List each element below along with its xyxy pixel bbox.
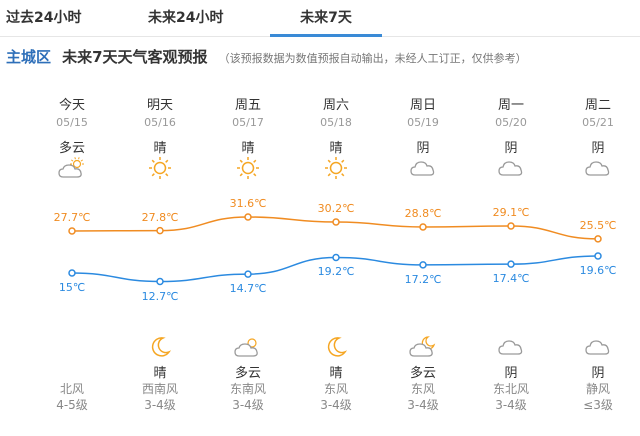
sun-icon [145,155,175,181]
tab-next-24h[interactable]: 未来24小时 [148,10,224,26]
night-weather-text: 多云 [409,366,436,381]
cloudy-icon [57,155,87,181]
low-temp-point [68,269,76,277]
wind-info: 东北风 3-4级 [471,381,551,413]
night-weather-text: 多云 [234,366,261,381]
day-weather-text: 多云 [58,141,85,156]
wind-direction: 东南风 [229,382,266,396]
low-temp-point [332,253,340,262]
moon-icon [145,334,175,360]
wind-level: 4-5级 [56,398,88,412]
high-temp-label: 30.2℃ [317,202,355,215]
low-temp-label: 12.7℃ [141,289,179,303]
high-temp-label: 28.8℃ [404,207,442,221]
wind-info: 北风 4-5级 [32,381,112,413]
day-name: 今天 [58,98,85,113]
day-name: 周日 [409,98,436,113]
day-weather-text: 晴 [153,141,167,156]
day-weather-text: 阴 [504,141,518,156]
wind-info: 东南风 3-4级 [208,381,288,413]
low-temp-point [507,260,515,268]
wind-direction: 东风 [410,382,435,396]
high-temp-label: 31.6℃ [229,196,267,210]
wind-level: 3-4级 [320,398,352,412]
day-date: 05/21 [582,116,614,129]
high-temp-point [594,235,602,243]
wind-direction: 东北风 [492,382,529,396]
day-date: 05/15 [56,116,88,129]
wind-level: 3-4级 [407,398,439,412]
tab-past-24h[interactable]: 过去24小时 [6,10,82,26]
high-temp-point [332,218,340,226]
night-weather-text: 晴 [329,366,343,381]
high-temp-point [419,223,427,231]
day-weather-text: 阴 [416,141,430,156]
day-name: 周六 [322,98,349,113]
night-weather-text: 阴 [504,366,518,381]
page-title: 未来7天天气客观预报 [62,48,208,66]
high-temp-point [244,213,252,221]
wind-level: 3-4级 [232,398,264,412]
cloud-sun-icon [233,334,263,360]
overcast-icon [583,334,613,360]
forecast-header: 主城区 未来7天天气客观预报 （该预报数据为数值预报自动输出，未经人工订正，仅供… [6,46,527,68]
night-weather-text: 晴 [153,366,167,381]
moon-icon [321,334,351,360]
day-name: 周五 [234,98,261,113]
high-temp-point [68,227,76,235]
wind-direction: 东风 [323,382,348,396]
low-temp-label: 17.2℃ [404,272,442,286]
low-temp-point [156,277,164,286]
overcast-icon [496,155,526,181]
day-weather-text: 晴 [241,141,255,156]
high-temp-point [507,222,515,230]
disclaimer-note: （该预报数据为数值预报自动输出，未经人工订正，仅供参考） [218,52,527,65]
day-weather-text: 晴 [329,141,343,156]
wind-level: 3-4级 [144,398,176,412]
low-temp-point [594,252,602,260]
wind-info: 静风 ≤3级 [558,381,638,413]
wind-info: 西南风 3-4级 [120,381,200,413]
overcast-icon [496,334,526,360]
low-temp-label: 14.7℃ [229,282,267,296]
low-temp-point [419,261,427,269]
sun-icon [321,155,351,181]
low-temp-point [244,270,252,278]
sun-icon [233,155,263,181]
day-weather-text: 阴 [591,141,605,156]
night-weather-text: 阴 [591,366,605,381]
day-name: 周一 [497,98,524,113]
low-temp-label: 19.2℃ [317,265,355,279]
high-temp-label: 29.1℃ [492,205,530,219]
wind-direction: 静风 [585,382,610,396]
tab-next-7days[interactable]: 未来7天 [270,0,382,37]
high-temp-label: 27.7℃ [53,211,91,224]
wind-info: 东风 3-4级 [383,381,463,413]
day-date: 05/19 [407,116,439,129]
day-name: 明天 [146,98,173,113]
wind-direction: 西南风 [141,382,178,396]
wind-level: ≤3级 [583,398,613,412]
cloud-moon-icon [408,334,438,360]
day-date: 05/17 [232,116,264,129]
overcast-icon [408,155,438,181]
day-date: 05/16 [144,116,176,129]
wind-level: 3-4级 [495,398,527,412]
wind-info: 东风 3-4级 [296,381,376,413]
high-temp-label: 27.8℃ [141,210,179,224]
day-name: 周二 [584,98,611,113]
low-temp-label: 15℃ [58,281,86,294]
wind-direction: 北风 [59,382,84,396]
low-temp-label: 19.6℃ [579,263,617,277]
high-temp-point [156,226,164,235]
day-date: 05/18 [320,116,352,129]
forecast-tabs: 过去24小时 未来24小时 未来7天 [0,0,640,37]
city-name: 主城区 [6,48,52,66]
high-temp-label: 25.5℃ [579,218,617,232]
low-temp-label: 17.4℃ [492,272,530,286]
overcast-icon [583,155,613,181]
day-date: 05/20 [495,116,527,129]
